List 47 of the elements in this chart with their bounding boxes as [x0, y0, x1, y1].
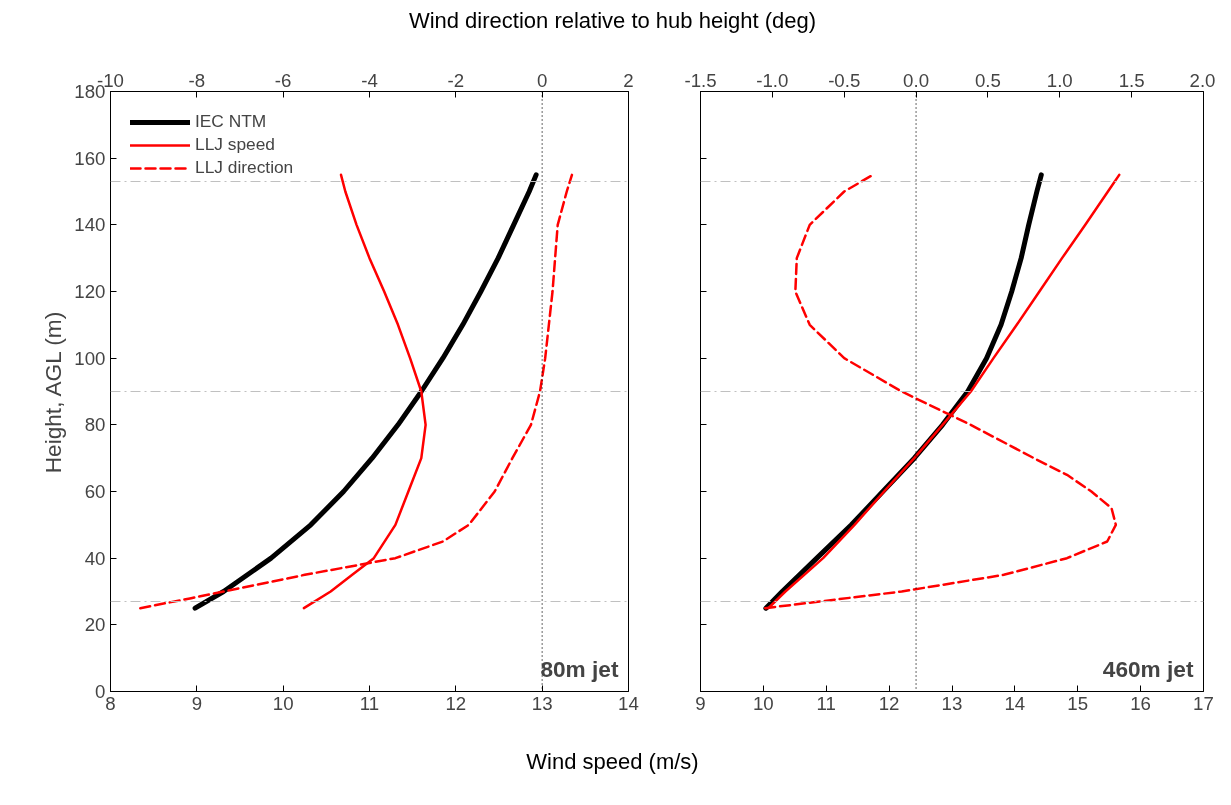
x2-tick-label: 1.5	[1118, 69, 1145, 91]
x-tick-label: 15	[1067, 692, 1089, 714]
x-tick-label: 11	[816, 692, 836, 714]
x-tick-label: 11	[359, 692, 380, 714]
y-tick-label: 20	[84, 614, 106, 636]
y-tick-label: 100	[74, 348, 106, 370]
x2-tick-label: -8	[188, 69, 206, 91]
x2-tick-label: 1.0	[1046, 69, 1073, 91]
y-tick-label: 140	[74, 214, 106, 236]
x2-tick-label: 2	[623, 69, 634, 91]
annotation: 460m jet	[1102, 655, 1194, 682]
x2-tick-label: 0.0	[903, 69, 930, 91]
x2-tick-label: -2	[447, 69, 465, 91]
legend-label: LLJ speed	[195, 134, 275, 156]
x-tick-label: 13	[941, 692, 963, 714]
x2-tick-label: 0.5	[974, 69, 1001, 91]
x2-tick-label: -4	[361, 69, 378, 91]
x2-tick-label: -6	[274, 69, 292, 91]
y-tick-label: 60	[84, 481, 106, 503]
y-tick-label: 40	[84, 548, 106, 570]
y-tick-label: 0	[95, 681, 106, 703]
x-tick-label: 9	[191, 692, 203, 714]
x-tick-label: 16	[1130, 692, 1152, 714]
x-tick-label: 13	[531, 692, 553, 714]
x-tick-label: 10	[753, 692, 774, 714]
y-tick-label: 120	[74, 281, 106, 303]
x-tick-label: 17	[1193, 692, 1214, 714]
x2-tick-label: -1.5	[684, 69, 717, 91]
y-tick-label: 80	[84, 414, 106, 436]
x2-tick-label: -0.5	[828, 69, 861, 91]
x-tick-label: 14	[618, 692, 639, 714]
y-axis-title: Height, AGL (m)	[40, 312, 67, 474]
x2-tick-label: 2.0	[1189, 69, 1216, 91]
y-tick-label: 160	[74, 148, 106, 170]
x-tick-label: 12	[445, 692, 467, 714]
x-tick-label: 9	[695, 692, 706, 714]
legend-label: IEC NTM	[195, 111, 267, 133]
x-axis-title: Wind speed (m/s)	[526, 748, 699, 777]
legend-label: LLJ direction	[195, 157, 294, 179]
x2-tick-label: -1.0	[756, 69, 789, 91]
x-tick-label: 12	[878, 692, 900, 714]
annotation: 80m jet	[540, 655, 619, 682]
x-tick-label: 10	[272, 692, 294, 714]
x-tick-label: 8	[105, 692, 116, 714]
x-tick-label: 14	[1004, 692, 1026, 714]
x2-axis-title: Wind direction relative to hub height (deg)	[408, 7, 817, 35]
x2-tick-label: 0	[536, 69, 548, 91]
